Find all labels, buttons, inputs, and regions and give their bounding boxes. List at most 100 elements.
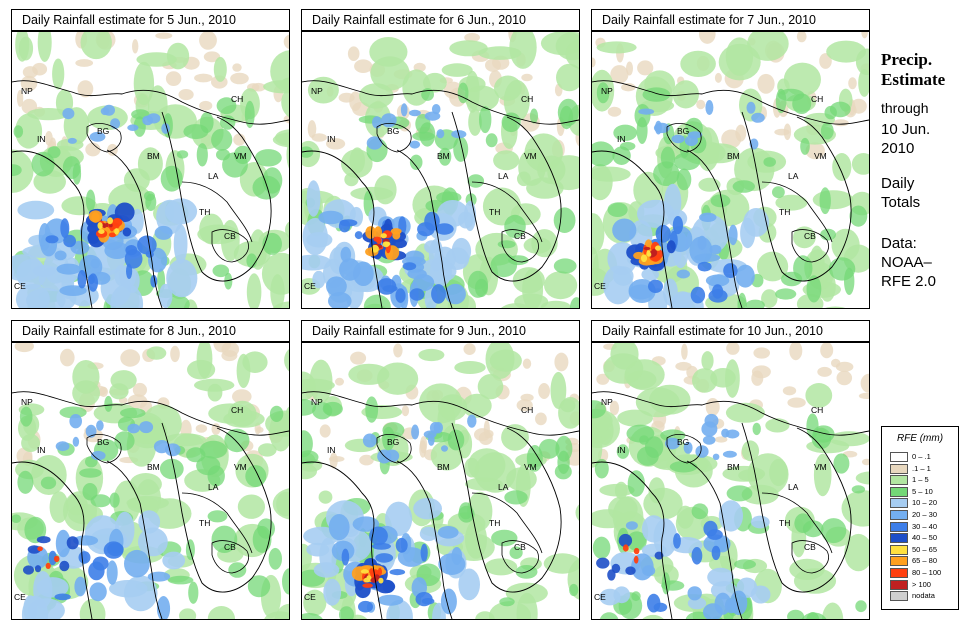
- panel-title: Daily Rainfall estimate for 8 Jun., 2010: [11, 320, 290, 342]
- country-label-ce: CE: [14, 592, 26, 602]
- country-label-la: LA: [208, 482, 219, 492]
- country-label-bg: BG: [97, 126, 110, 136]
- country-label-vm: VM: [814, 151, 827, 161]
- legend-label: nodata: [912, 591, 935, 601]
- sidebar-daily-totals: Daily Totals: [881, 174, 920, 212]
- legend-swatch: [890, 568, 908, 578]
- country-label-np: NP: [601, 397, 613, 407]
- country-label-ce: CE: [594, 592, 606, 602]
- country-label-in: IN: [327, 134, 336, 144]
- legend-swatch: [890, 510, 908, 520]
- country-label-ce: CE: [594, 281, 606, 291]
- sidebar-title: Precip. Estimate: [881, 50, 945, 90]
- rainfall-panel: Daily Rainfall estimate for 7 Jun., 2010…: [591, 9, 870, 309]
- legend-swatch: [890, 498, 908, 509]
- country-label-np: NP: [601, 86, 613, 96]
- legend-label: 30 – 40: [912, 521, 938, 531]
- country-label-th: TH: [779, 207, 791, 217]
- legend-swatch: [890, 591, 908, 602]
- sidebar-data-line2: NOAA–: [881, 254, 932, 271]
- country-label-ce: CE: [14, 281, 26, 291]
- country-label-np: NP: [21, 86, 33, 96]
- country-label-bm: BM: [727, 462, 740, 472]
- legend-swatch: [890, 463, 908, 474]
- rainfall-map: NP CH IN BG BM VM LA TH CB CE: [591, 342, 870, 620]
- legend-label: > 100: [912, 579, 931, 589]
- sidebar-through: through: [881, 100, 929, 116]
- country-label-bg: BG: [387, 437, 400, 447]
- country-label-in: IN: [617, 134, 626, 144]
- panel-title: Daily Rainfall estimate for 6 Jun., 2010: [301, 9, 580, 31]
- legend-swatch: [890, 579, 908, 590]
- rainfall-map: NP CH IN BG BM VM LA TH CB CE: [11, 342, 290, 620]
- country-label-ch: CH: [231, 405, 244, 415]
- legend-swatch: [890, 475, 908, 486]
- legend-swatch: [890, 544, 908, 555]
- country-label-np: NP: [311, 397, 323, 407]
- country-label-ch: CH: [811, 405, 824, 415]
- country-label-vm: VM: [234, 462, 247, 472]
- sidebar-date-line2: 2010: [881, 140, 915, 157]
- country-label-cb: CB: [514, 542, 526, 552]
- country-label-bg: BG: [387, 126, 400, 136]
- country-label-vm: VM: [524, 462, 537, 472]
- rainfall-panel: Daily Rainfall estimate for 6 Jun., 2010…: [301, 9, 580, 309]
- country-label-ce: CE: [304, 281, 316, 291]
- rainfall-panel: Daily Rainfall estimate for 5 Jun., 2010…: [11, 9, 290, 309]
- country-label-bg: BG: [97, 437, 110, 447]
- legend-label: 50 – 65: [912, 544, 938, 554]
- country-label-cb: CB: [804, 542, 816, 552]
- sidebar-data-source: Data: NOAA– RFE 2.0: [881, 234, 936, 291]
- country-label-cb: CB: [514, 231, 526, 241]
- country-label-bm: BM: [147, 151, 160, 161]
- country-label-th: TH: [489, 518, 501, 528]
- country-label-th: TH: [779, 518, 791, 528]
- country-label-ch: CH: [811, 94, 824, 104]
- legend-label: 5 – 10: [912, 486, 933, 496]
- country-label-th: TH: [489, 207, 501, 217]
- country-label-np: NP: [21, 397, 33, 407]
- country-label-bg: BG: [677, 126, 690, 136]
- panel-title: Daily Rainfall estimate for 7 Jun., 2010: [591, 9, 870, 31]
- country-label-ce: CE: [304, 592, 316, 602]
- country-label-in: IN: [37, 445, 46, 455]
- legend-label: 65 – 80: [912, 556, 938, 566]
- country-label-np: NP: [311, 86, 323, 96]
- legend-swatch: [890, 521, 908, 532]
- legend-label: 80 – 100: [912, 568, 942, 577]
- sidebar-data-line1: Data:: [881, 235, 917, 252]
- rainfall-map: NP CH IN BG BM VM LA TH CB CE: [11, 31, 290, 309]
- rainfall-map: NP CH IN BG BM VM LA TH CB CE: [591, 31, 870, 309]
- country-label-vm: VM: [234, 151, 247, 161]
- legend-title: RFE (mm): [896, 433, 944, 444]
- country-label-in: IN: [37, 134, 46, 144]
- legend-label: .1 – 1: [912, 463, 931, 473]
- legend-label: 20 – 30: [912, 510, 938, 519]
- country-label-la: LA: [788, 171, 799, 181]
- country-label-la: LA: [498, 171, 509, 181]
- rainfall-map: NP CH IN BG BM VM LA TH CB CE: [301, 31, 580, 309]
- legend-label: 40 – 50: [912, 533, 938, 543]
- country-label-cb: CB: [804, 231, 816, 241]
- country-label-vm: VM: [814, 462, 827, 472]
- legend-swatch: [890, 486, 908, 497]
- country-label-ch: CH: [521, 405, 534, 415]
- panel-title: Daily Rainfall estimate for 10 Jun., 201…: [591, 320, 870, 342]
- country-label-vm: VM: [524, 151, 537, 161]
- legend-swatch: [890, 533, 908, 544]
- sidebar-date-line1: 10 Jun.: [881, 121, 931, 138]
- sidebar-title-line1: Precip.: [881, 50, 933, 69]
- country-label-la: LA: [788, 482, 799, 492]
- country-label-ch: CH: [231, 94, 244, 104]
- rainfall-panel: Daily Rainfall estimate for 9 Jun., 2010…: [301, 320, 580, 620]
- country-label-cb: CB: [224, 231, 236, 241]
- sidebar-title-line2: Estimate: [881, 70, 946, 89]
- panel-title: Daily Rainfall estimate for 9 Jun., 2010: [301, 320, 580, 342]
- country-label-la: LA: [498, 482, 509, 492]
- legend-swatch: [890, 556, 908, 567]
- sidebar-data-line3: RFE 2.0: [881, 273, 937, 290]
- country-label-bg: BG: [677, 437, 690, 447]
- country-label-in: IN: [327, 445, 336, 455]
- sidebar-daily-line1: Daily: [881, 175, 915, 192]
